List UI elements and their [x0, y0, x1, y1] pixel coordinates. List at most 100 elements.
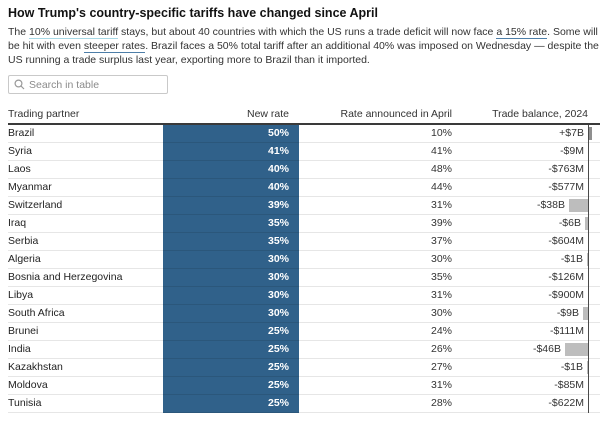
cell-new-rate: 50% [163, 125, 299, 143]
cell-new-rate: 25% [163, 377, 299, 395]
page: How Trump's country-specific tariffs hav… [8, 6, 600, 413]
column-header-trade-balance[interactable]: Trade balance, 2024 [492, 108, 588, 120]
table-row: Tunisia 25% 28% -$622M [8, 395, 600, 413]
trade-balance-label: -$9B [556, 307, 579, 319]
cell-april-rate: 31% [430, 199, 452, 211]
cell-country: Bosnia and Herzegovina [8, 271, 123, 283]
cell-new-rate: 30% [163, 287, 299, 305]
trade-balance-label: -$1B [560, 361, 583, 373]
cell-april-rate: 28% [430, 397, 452, 409]
cell-april-rate: 24% [430, 325, 452, 337]
intro-text-segment: stays, but about 40 countries with which… [118, 26, 497, 38]
table-row: Laos 40% 48% -$763M [8, 161, 600, 179]
cell-trade-balance: -$9B [452, 305, 600, 322]
cell-country: Myanmar [8, 181, 52, 193]
cell-new-rate: 30% [163, 305, 299, 323]
cell-trade-balance: -$9M [452, 143, 600, 160]
table-row: Moldova 25% 31% -$85M [8, 377, 600, 395]
cell-trade-balance: +$7B [452, 125, 600, 142]
table-row: Algeria 30% 30% -$1B [8, 251, 600, 269]
trade-balance-label: -$6B [558, 217, 581, 229]
cell-april-rate: 37% [430, 235, 452, 247]
table-row: Myanmar 40% 44% -$577M [8, 179, 600, 197]
trade-balance-bar [583, 307, 588, 320]
table-row: Brazil 50% 10% +$7B [8, 125, 600, 143]
cell-country: Libya [8, 289, 34, 301]
column-header-trading-partner[interactable]: Trading partner [8, 108, 80, 120]
search-box[interactable] [8, 75, 168, 94]
cell-april-rate: 10% [430, 127, 452, 139]
cell-trade-balance: -$46B [452, 341, 600, 358]
search-input[interactable] [29, 78, 162, 91]
table-row: Serbia 35% 37% -$604M [8, 233, 600, 251]
cell-new-rate: 35% [163, 215, 299, 233]
cell-new-rate: 25% [163, 323, 299, 341]
cell-country: Moldova [8, 379, 48, 391]
cell-country: Kazakhstan [8, 361, 63, 373]
cell-new-rate: 25% [163, 359, 299, 377]
trade-balance-label: +$7B [559, 127, 584, 139]
cell-trade-balance: -$6B [452, 215, 600, 232]
table-row: India 25% 26% -$46B [8, 341, 600, 359]
cell-april-rate: 31% [430, 379, 452, 391]
intro-link[interactable]: 10% universal tariff [29, 26, 119, 39]
trade-balance-label: -$900M [548, 289, 584, 301]
cell-trade-balance: -$763M [452, 161, 600, 178]
cell-country: Brunei [8, 325, 39, 337]
cell-trade-balance: -$604M [452, 233, 600, 250]
trade-balance-label: -$622M [548, 397, 584, 409]
cell-country: Switzerland [8, 199, 63, 211]
cell-country: Serbia [8, 235, 39, 247]
trade-balance-bar [587, 253, 588, 266]
table-row: Switzerland 39% 31% -$38B [8, 197, 600, 215]
cell-trade-balance: -$85M [452, 377, 600, 394]
trade-balance-label: -$38B [536, 199, 565, 211]
cell-april-rate: 27% [430, 361, 452, 373]
cell-country: Algeria [8, 253, 41, 265]
cell-trade-balance: -$622M [452, 395, 600, 412]
cell-april-rate: 31% [430, 289, 452, 301]
cell-country: India [8, 343, 31, 355]
intro-text-segment: . Brazil faces a 50% total tariff after … [8, 40, 599, 66]
cell-new-rate: 40% [163, 161, 299, 179]
table-body: Brazil 50% 10% +$7B Syria 41% 41% -$9M L… [8, 125, 600, 413]
cell-april-rate: 48% [430, 163, 452, 175]
intro-text-segment: . Some will be hit with even [8, 26, 598, 52]
table-header-row: Trading partner New rate Rate announced … [8, 102, 600, 125]
cell-april-rate: 30% [430, 307, 452, 319]
intro-link[interactable]: a 15% rate [496, 26, 548, 39]
cell-new-rate: 41% [163, 143, 299, 161]
cell-trade-balance: -$577M [452, 179, 600, 196]
table-row: Syria 41% 41% -$9M [8, 143, 600, 161]
column-header-rate-announced-april[interactable]: Rate announced in April [340, 108, 453, 120]
cell-new-rate: 25% [163, 341, 299, 359]
trade-balance-label: -$577M [548, 181, 584, 193]
column-header-new-rate[interactable]: New rate [246, 108, 289, 120]
cell-new-rate: 35% [163, 233, 299, 251]
trade-balance-zero-baseline [588, 125, 589, 413]
cell-april-rate: 44% [430, 181, 452, 193]
cell-trade-balance: -$1B [452, 359, 600, 376]
trade-balance-label: -$1B [560, 253, 583, 265]
cell-country: South Africa [8, 307, 65, 319]
trade-balance-label: -$763M [548, 163, 584, 175]
cell-trade-balance: -$900M [452, 287, 600, 304]
trade-balance-label: -$85M [554, 379, 584, 391]
intro-link[interactable]: steeper rates [83, 40, 146, 53]
table-row: Brunei 25% 24% -$111M [8, 323, 600, 341]
cell-country: Tunisia [8, 397, 42, 409]
trade-balance-label: -$126M [548, 271, 584, 283]
trade-balance-label: -$46B [532, 343, 561, 355]
search-icon [14, 79, 25, 90]
tariff-table: Trading partner New rate Rate announced … [8, 102, 600, 413]
cell-new-rate: 39% [163, 197, 299, 215]
cell-april-rate: 35% [430, 271, 452, 283]
cell-april-rate: 39% [430, 217, 452, 229]
table-row: Iraq 35% 39% -$6B [8, 215, 600, 233]
cell-country: Iraq [8, 217, 27, 229]
cell-new-rate: 30% [163, 251, 299, 269]
cell-new-rate: 40% [163, 179, 299, 197]
cell-trade-balance: -$126M [452, 269, 600, 286]
cell-country: Syria [8, 145, 32, 157]
cell-country: Laos [8, 163, 31, 175]
